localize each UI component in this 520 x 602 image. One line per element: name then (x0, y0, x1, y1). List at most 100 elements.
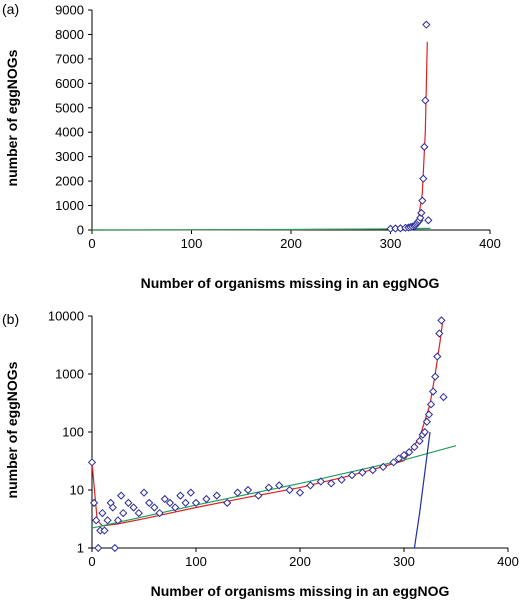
panel-b-data-point (181, 498, 190, 507)
panel-b-data-point (103, 516, 112, 525)
panel-a-y-tick-label: 9000 (55, 3, 84, 18)
panel-b-data-point (233, 488, 242, 497)
panel-a-y-tick-label: 8000 (55, 27, 84, 42)
panel-b-data-point (424, 410, 434, 419)
panel-b-y-tick-label: 1 (77, 541, 84, 556)
panel-b-data-point (134, 508, 143, 518)
panel-b-data-point (410, 442, 419, 452)
panel-b-plot: 0 100 200 300 400 1 10 100 1000 10000 (48, 309, 519, 570)
panel-b-data-point (117, 491, 126, 500)
panel-a-y-tick-label: 7000 (55, 51, 84, 66)
panel-b-data-point (87, 458, 97, 467)
panel-b-data-point (155, 508, 164, 518)
panel-a-y-tick-label: 2000 (55, 174, 84, 189)
panel-a-data-point (421, 96, 430, 105)
panel-a-y-tick-label: 1000 (55, 198, 84, 213)
panel-b-data-point (420, 427, 429, 437)
panel-b-data-point (202, 494, 211, 504)
panel-b-data-point (405, 448, 414, 457)
panel-b-data-point (433, 352, 442, 361)
panel-b-x-tick-label: 100 (185, 554, 207, 569)
panel-b-data-point (124, 498, 133, 507)
panel-a-x-tick-label: 0 (88, 236, 95, 251)
panel-b-data-point (171, 503, 180, 512)
panel-a-y-tick-label: 6000 (55, 76, 84, 91)
panel-b-data-point (306, 481, 315, 490)
panel-b-data-point (394, 454, 403, 463)
panel-b-series-line-3 (413, 431, 431, 549)
panel-b-data-point (243, 485, 253, 495)
panel-a-xlabel: Number of organisms missing in an eggNOG (141, 275, 440, 291)
panel-b-data-point (119, 508, 128, 518)
panel-b-data-point (94, 543, 103, 553)
panel-b-x-tick-label: 200 (289, 554, 311, 569)
panel-b-data-point (254, 491, 263, 500)
panel-b-data-point (422, 417, 431, 426)
panel-a-x-tick-label: 200 (280, 236, 302, 251)
panel-b-data-point (337, 475, 346, 484)
panel-a-data-point (422, 20, 431, 29)
panel-b-data-point (439, 392, 448, 402)
panel-b-data-point (139, 488, 149, 497)
panel-b-data-point (437, 316, 446, 325)
panel-b-data-point (186, 488, 195, 497)
panel-b-y-tick-label: 1000 (55, 367, 84, 382)
panel-b-data-point (100, 526, 109, 535)
panel-a-data-point (424, 216, 433, 225)
panel-a-label: (a) (2, 1, 19, 17)
panel-a-data-point (420, 142, 429, 151)
panel-b-xlabel: Number of organisms missing in an eggNOG (151, 583, 450, 599)
panel-b-label: (b) (2, 311, 19, 327)
panel-a-y-tick-label: 4000 (55, 125, 84, 140)
panel-a-y-tick-label: 5000 (55, 100, 84, 115)
panel-b-data-point (426, 400, 436, 409)
panel-b-data-point (264, 483, 273, 492)
panel-b-data-point (295, 488, 305, 497)
panel-b-data-point (110, 543, 119, 553)
panel-b-data-point (145, 498, 154, 507)
panel-b-data-point (316, 477, 325, 486)
panel-b-data-point (435, 329, 444, 338)
panel-b-data-point (92, 516, 101, 525)
panel-b-data-point (347, 471, 357, 480)
panel-b-data-point (327, 479, 336, 488)
panel-a-y-tick-label: 3000 (55, 149, 84, 164)
panel-b-x-tick-label: 300 (393, 554, 415, 569)
panel-b-data-point (389, 458, 398, 467)
panel-b-data-point (285, 485, 294, 495)
panel-a-x-tick-label: 100 (181, 236, 203, 251)
panel-a-ylabel: number of eggNOGs (4, 49, 20, 186)
panel-a-x-tick-label: 400 (479, 236, 501, 251)
panel-b-data-point (275, 481, 284, 490)
panel-b-data-point (129, 503, 138, 512)
panel-b-data-point (176, 491, 185, 500)
panel-b-data-point (399, 450, 409, 460)
panel-a-plot: 0 100 200 300 400010002000300040005000600070… (55, 3, 501, 252)
panel-b-y-tick-label: 10000 (48, 309, 84, 324)
panel-b-ylabel: number of eggNOGs (4, 361, 20, 498)
panel-b-x-tick-label: 400 (497, 554, 519, 569)
panel-b-data-point (98, 508, 107, 518)
panel-a-data-point (419, 174, 428, 183)
panel-b-data-point (113, 516, 123, 525)
panel-b-data-point (165, 498, 175, 507)
panel-a-series-line-1 (91, 41, 428, 231)
panel-b-data-point (150, 503, 159, 512)
panel-b-y-tick-label: 100 (62, 425, 84, 440)
panel-b-data-point (108, 503, 117, 512)
panel-b-x-tick-label: 0 (88, 554, 95, 569)
panel-b-data-point (191, 498, 201, 507)
panel-b-data-point (160, 494, 169, 504)
panel-a-y-tick-label: 0 (77, 223, 84, 238)
panel-a-data-point (417, 208, 426, 217)
panel-b-data-point (431, 372, 440, 381)
panel-b-data-point (415, 436, 424, 446)
panel-b-data-point (429, 387, 438, 396)
panel-b-data-point (212, 491, 221, 500)
panel-b-data-point (379, 462, 388, 472)
panel-b-data-point (358, 468, 367, 477)
panel-b-data-point (223, 498, 232, 507)
panel-a-x-tick-label: 300 (380, 236, 402, 251)
panel-a-data-point (418, 196, 427, 205)
